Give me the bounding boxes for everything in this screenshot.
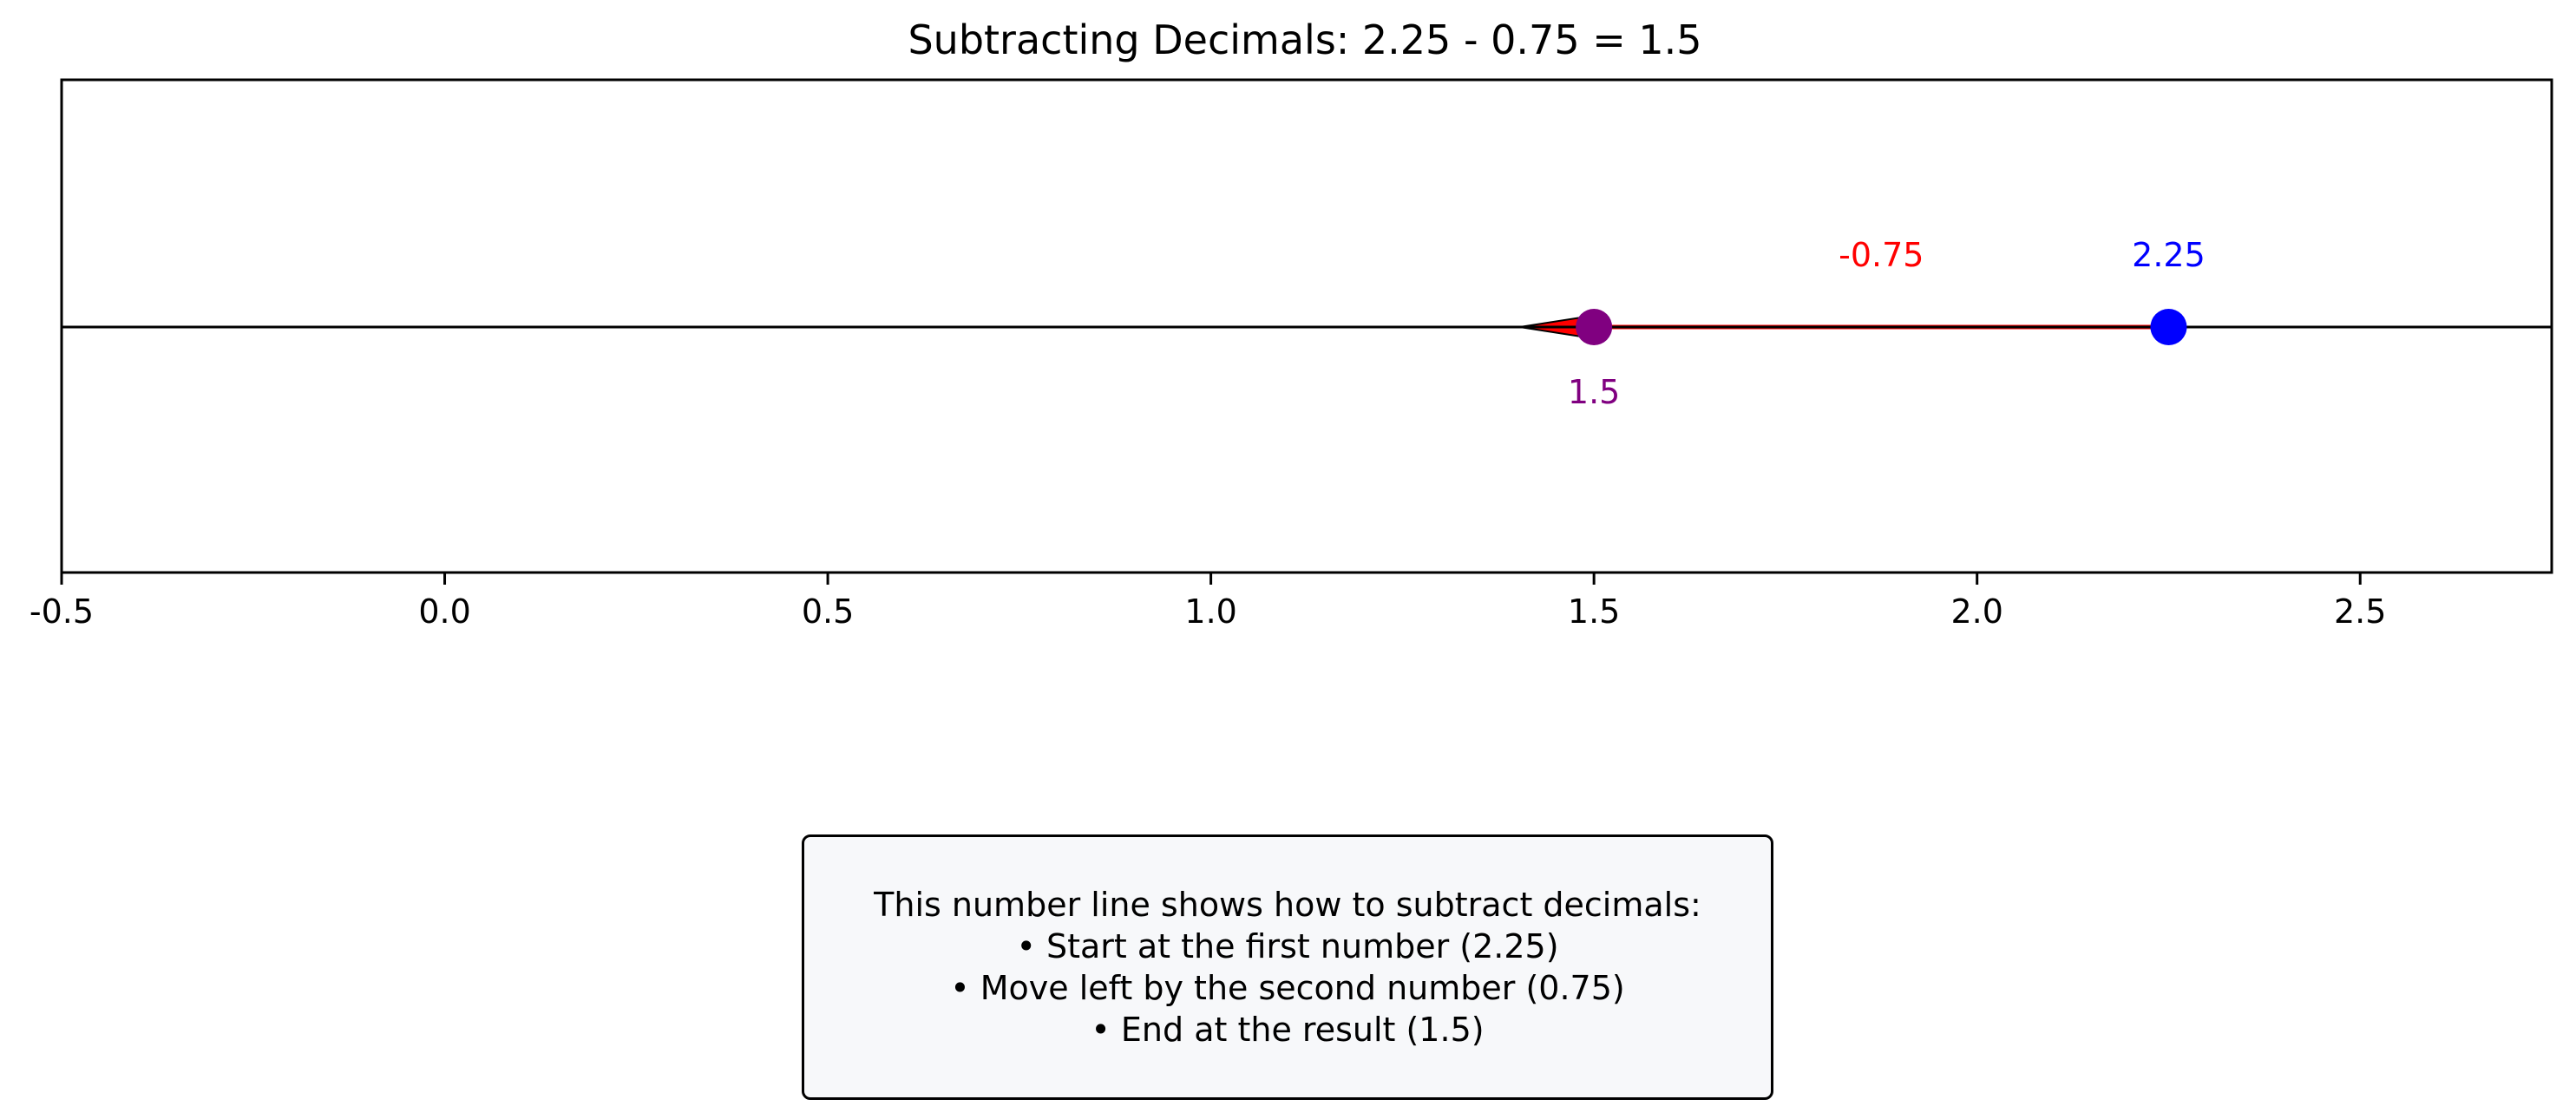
result-point-label: 1.5 — [1568, 373, 1620, 411]
x-tick-label: -0.5 — [29, 592, 94, 631]
x-tick-label: 2.5 — [2334, 592, 2386, 631]
x-tick-label: 1.5 — [1568, 592, 1620, 631]
x-axis-ticks: -0.5 0.0 0.5 1.0 1.5 2.0 2.5 — [29, 573, 2386, 631]
x-tick-label: 2.0 — [1950, 592, 2002, 631]
number-line-marks: -0.75 2.25 1.5 — [1519, 236, 2206, 411]
explanation-line: • Start at the first number (2.25) — [1016, 927, 1559, 965]
number-line-chart: Subtracting Decimals: 2.25 - 0.75 = 1.5 … — [29, 16, 2553, 631]
explanation-box: This number line shows how to subtract d… — [802, 834, 1773, 1100]
chart-title: Subtracting Decimals: 2.25 - 0.75 = 1.5 — [908, 16, 1701, 63]
explanation-line: • End at the result (1.5) — [1091, 1011, 1485, 1049]
x-tick-label: 0.0 — [418, 592, 470, 631]
explanation-line: This number line shows how to subtract d… — [874, 886, 1701, 924]
step-label: -0.75 — [1839, 236, 1924, 274]
explanation-line: • Move left by the second number (0.75) — [950, 969, 1625, 1007]
start-point-label: 2.25 — [2132, 236, 2206, 274]
x-tick-label: 0.5 — [802, 592, 854, 631]
start-point — [2150, 309, 2187, 345]
result-point — [1576, 309, 1613, 345]
x-tick-label: 1.0 — [1184, 592, 1236, 631]
